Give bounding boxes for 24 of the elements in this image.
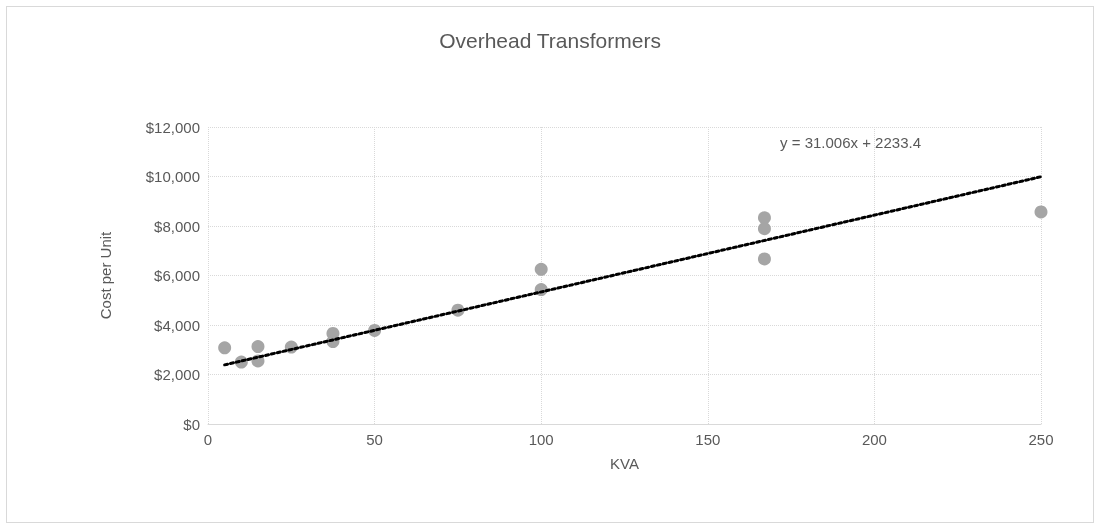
y-axis-title: Cost per Unit bbox=[97, 230, 114, 320]
x-tick-label: 150 bbox=[695, 431, 721, 448]
y-tick-label: $4,000 bbox=[154, 316, 200, 334]
x-tick-label: 200 bbox=[861, 431, 887, 448]
y-tick-label: $8,000 bbox=[154, 217, 200, 235]
point bbox=[757, 252, 771, 266]
y-tick-label: $2,000 bbox=[154, 366, 200, 383]
y-tick-label: $0 bbox=[183, 415, 200, 433]
x-tick-label: 50 bbox=[366, 431, 383, 448]
point bbox=[1034, 205, 1048, 219]
point bbox=[534, 262, 548, 276]
x-tick-label: 0 bbox=[203, 431, 213, 448]
y-tick-label: $12,000 bbox=[145, 118, 200, 136]
y-tick-label: $10,000 bbox=[145, 168, 200, 185]
y-tick-label: $6,000 bbox=[154, 267, 200, 284]
point bbox=[757, 211, 771, 225]
point bbox=[251, 340, 265, 354]
x-tick-label: 100 bbox=[528, 431, 554, 448]
point bbox=[757, 222, 771, 236]
x-tick-label: 250 bbox=[1028, 431, 1054, 448]
annotation: y = 31.006x + 2233.4 bbox=[780, 134, 922, 151]
chart-title: Overhead Transformers bbox=[439, 29, 661, 52]
x-axis-title: KVA bbox=[610, 455, 639, 472]
point bbox=[218, 341, 232, 355]
